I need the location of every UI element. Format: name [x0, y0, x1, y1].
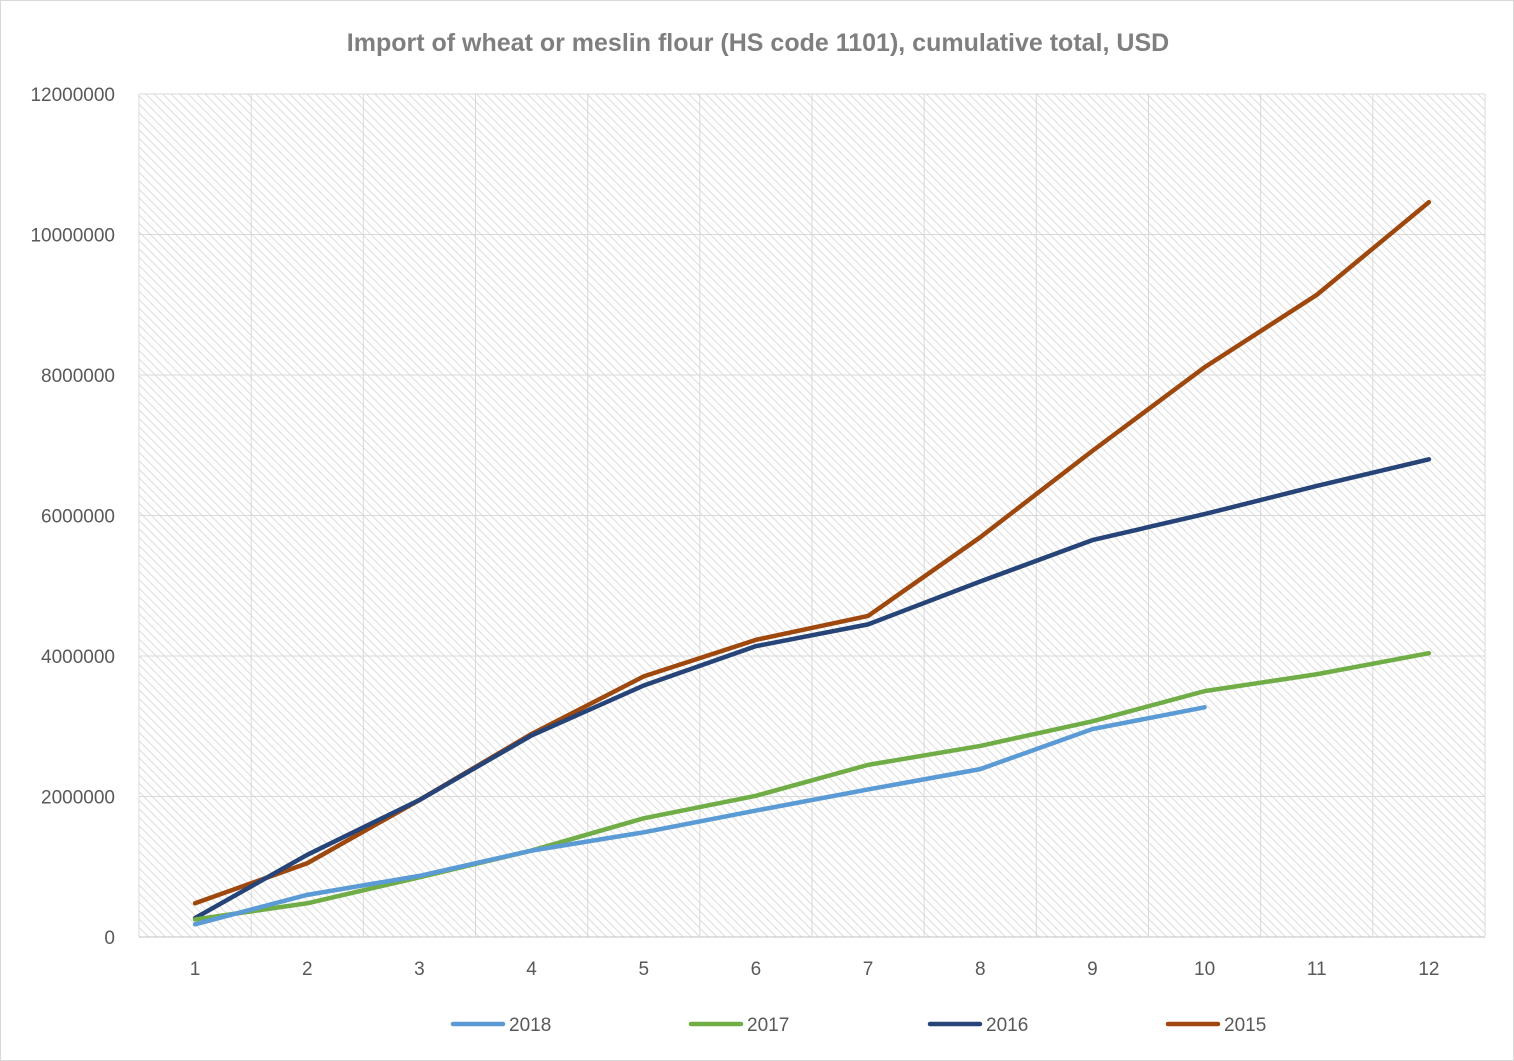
series-line-2016 [192, 457, 1432, 921]
x-tick-label: 3 [414, 959, 425, 980]
legend-item-2015: 2015 [1165, 1015, 1266, 1036]
x-axis-ticks: 1 2 3 4 5 6 7 8 9 10 11 12 [190, 959, 1440, 980]
y-tick-label: 10000000 [30, 226, 115, 247]
x-tick-label: 1 [190, 959, 201, 980]
x-tick-label: 2 [302, 959, 313, 980]
y-tick-label: 6000000 [41, 507, 115, 528]
x-tick-label: 4 [526, 959, 537, 980]
legend-item-2017: 2017 [688, 1015, 789, 1036]
y-tick-label: 8000000 [41, 366, 115, 387]
legend-item-2018: 2018 [450, 1015, 551, 1036]
y-tick-label: 4000000 [41, 647, 115, 668]
x-tick-label: 10 [1194, 959, 1215, 980]
x-tick-label: 7 [863, 959, 874, 980]
series-line-2017 [192, 650, 1432, 922]
legend-label: 2017 [747, 1015, 789, 1036]
gridlines [138, 93, 1486, 938]
legend-label: 2018 [509, 1015, 551, 1036]
y-tick-label: 12000000 [30, 85, 115, 106]
x-tick-label: 6 [751, 959, 762, 980]
chart-title: Import of wheat or meslin flour (HS code… [347, 29, 1169, 57]
x-tick-label: 9 [1087, 959, 1098, 980]
legend: 2018 2017 2016 2015 [450, 1015, 1266, 1036]
legend-item-2016: 2016 [927, 1015, 1028, 1036]
x-tick-label: 8 [975, 959, 986, 980]
legend-label: 2016 [986, 1015, 1028, 1036]
y-tick-label: 0 [104, 928, 115, 949]
series-lines [192, 199, 1432, 927]
series-line-2018 [192, 705, 1207, 927]
x-tick-label: 11 [1307, 959, 1327, 980]
x-tick-label: 5 [638, 959, 649, 980]
y-tick-label: 2000000 [41, 788, 115, 809]
x-tick-label: 12 [1418, 959, 1439, 980]
y-axis-ticks: 0 2000000 4000000 6000000 8000000 10000000 120… [30, 85, 115, 949]
legend-label: 2015 [1224, 1015, 1266, 1036]
